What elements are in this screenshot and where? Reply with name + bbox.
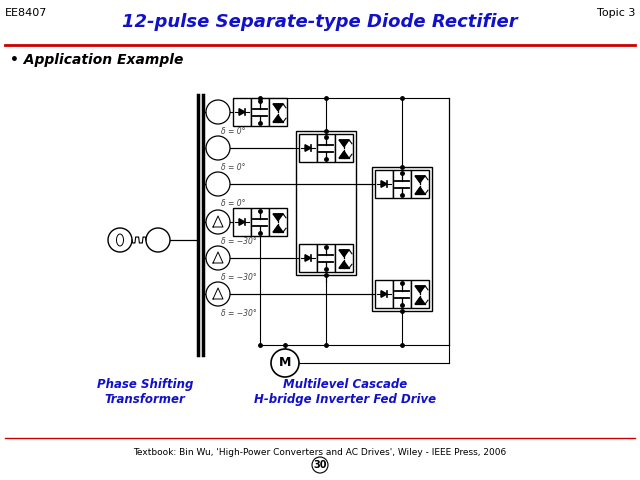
Text: δ = 0°: δ = 0°: [221, 199, 246, 208]
Text: • Application Example: • Application Example: [10, 53, 184, 67]
Polygon shape: [339, 140, 349, 147]
Text: δ = 0°: δ = 0°: [221, 163, 246, 172]
Polygon shape: [239, 219, 245, 225]
Bar: [269, 208, 287, 236]
Circle shape: [271, 349, 299, 377]
Polygon shape: [273, 225, 283, 232]
Polygon shape: [339, 151, 349, 158]
Bar: [335, 244, 353, 272]
Circle shape: [206, 136, 230, 160]
Bar: [375, 170, 393, 198]
Bar: [251, 98, 269, 126]
Polygon shape: [381, 291, 387, 297]
Text: Phase Shifting
Transformer: Phase Shifting Transformer: [97, 378, 193, 406]
Text: Topic 3: Topic 3: [596, 8, 635, 18]
Bar: [269, 98, 287, 126]
Polygon shape: [273, 104, 283, 111]
Bar: [296, 131, 356, 275]
Bar: [375, 280, 393, 308]
Circle shape: [206, 210, 230, 234]
Circle shape: [108, 228, 132, 252]
Text: Multilevel Cascade
H-bridge Inverter Fed Drive: Multilevel Cascade H-bridge Inverter Fed…: [254, 378, 436, 406]
Bar: [233, 208, 251, 236]
Circle shape: [206, 246, 230, 270]
Polygon shape: [273, 214, 283, 221]
Polygon shape: [305, 255, 311, 261]
Polygon shape: [415, 286, 425, 293]
Text: EE8407: EE8407: [5, 8, 47, 18]
Circle shape: [206, 172, 230, 196]
Polygon shape: [239, 108, 245, 115]
Circle shape: [312, 457, 328, 473]
Text: δ = −30°: δ = −30°: [221, 309, 257, 318]
Bar: [393, 280, 411, 308]
Text: 12-pulse Separate-type Diode Rectifier: 12-pulse Separate-type Diode Rectifier: [122, 13, 518, 31]
Polygon shape: [381, 180, 387, 187]
Text: 30: 30: [313, 460, 327, 470]
Polygon shape: [273, 115, 283, 122]
Circle shape: [206, 100, 230, 124]
Polygon shape: [415, 176, 425, 183]
Bar: [299, 244, 317, 272]
Text: Textbook: Bin Wu, 'High-Power Converters and AC Drives', Wiley - IEEE Press, 200: Textbook: Bin Wu, 'High-Power Converters…: [133, 448, 507, 457]
Text: δ = −30°: δ = −30°: [221, 237, 257, 246]
Bar: [317, 134, 335, 162]
Text: δ = 0°: δ = 0°: [221, 127, 246, 136]
Bar: [411, 280, 429, 308]
Bar: [335, 134, 353, 162]
Bar: [372, 167, 432, 311]
Bar: [393, 170, 411, 198]
Bar: [299, 134, 317, 162]
Circle shape: [146, 228, 170, 252]
Text: δ = −30°: δ = −30°: [221, 273, 257, 282]
Polygon shape: [339, 261, 349, 268]
Bar: [317, 244, 335, 272]
Bar: [411, 170, 429, 198]
Polygon shape: [415, 297, 425, 304]
Text: M: M: [279, 357, 291, 370]
Polygon shape: [305, 144, 311, 151]
Bar: [233, 98, 251, 126]
Bar: [251, 208, 269, 236]
Polygon shape: [415, 187, 425, 194]
Polygon shape: [339, 250, 349, 257]
Circle shape: [206, 282, 230, 306]
